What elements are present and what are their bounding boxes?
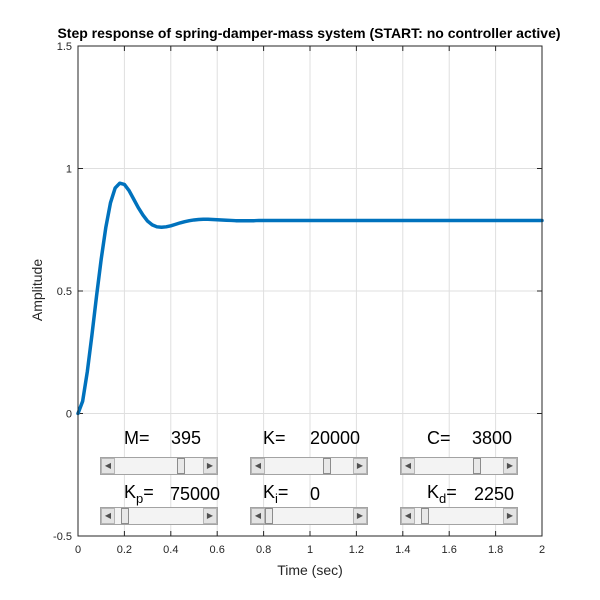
- damper-slider[interactable]: ◀ ▶: [400, 457, 518, 475]
- spring-slider-track[interactable]: [265, 458, 353, 474]
- x-tick-label: 0.6: [210, 544, 225, 556]
- damper-value: 3800: [472, 428, 513, 448]
- y-tick-label: 1.5: [57, 41, 72, 53]
- kp-slider-thumb[interactable]: [120, 508, 129, 524]
- mass-slider-track[interactable]: [115, 458, 203, 474]
- kd-slider-track[interactable]: [415, 508, 503, 524]
- y-tick-label: 0.5: [57, 286, 72, 298]
- ki-slider-left-arrow-icon[interactable]: ◀: [251, 508, 265, 524]
- mass-slider-right-arrow-icon[interactable]: ▶: [203, 458, 217, 474]
- x-tick-label: 0: [75, 544, 81, 556]
- kp-slider-left-arrow-icon[interactable]: ◀: [101, 508, 115, 524]
- kd-slider-right-arrow-icon[interactable]: ▶: [503, 508, 517, 524]
- ki-slider[interactable]: ◀ ▶: [250, 507, 368, 525]
- x-axis-label: Time (sec): [277, 562, 343, 578]
- kd-label: Kd=: [427, 482, 457, 506]
- x-tick-label: 1.8: [488, 544, 503, 556]
- damper-slider-left-arrow-icon[interactable]: ◀: [401, 458, 415, 474]
- damper-slider-right-arrow-icon[interactable]: ▶: [503, 458, 517, 474]
- y-tick-label: -0.5: [53, 531, 72, 543]
- kd-slider-thumb[interactable]: [420, 508, 429, 524]
- damper-slider-track[interactable]: [415, 458, 503, 474]
- spring-slider-left-arrow-icon[interactable]: ◀: [251, 458, 265, 474]
- mass-label: M=: [124, 428, 150, 448]
- series-line-step-response: [76, 181, 544, 416]
- mass-value: 395: [171, 428, 202, 448]
- x-tick-label: 1.2: [349, 544, 364, 556]
- y-axis-ticks: -0.5 0 0.5 1 1.5: [53, 41, 542, 543]
- x-tick-label: 1.6: [442, 544, 457, 556]
- mass-slider-thumb[interactable]: [177, 458, 186, 474]
- spring-slider-thumb[interactable]: [322, 458, 331, 474]
- ki-slider-thumb[interactable]: [265, 508, 273, 524]
- kp-slider-track[interactable]: [115, 508, 203, 524]
- spring-label: K=: [263, 428, 286, 448]
- spring-value: 20000: [310, 428, 361, 448]
- y-axis-label: Amplitude: [29, 259, 45, 321]
- mass-slider-left-arrow-icon[interactable]: ◀: [101, 458, 115, 474]
- chart-title: Step response of spring-damper-mass syst…: [57, 25, 560, 41]
- x-tick-label: 0.8: [256, 544, 271, 556]
- damper-label: C=: [427, 428, 451, 448]
- x-axis-ticks: 0 0.2 0.4 0.6 0.8 1 1.2 1.4 1.6 1.8 2: [75, 46, 545, 556]
- kd-slider[interactable]: ◀ ▶: [400, 507, 518, 525]
- kp-value: 75000: [170, 484, 221, 504]
- ki-slider-track[interactable]: [265, 508, 353, 524]
- mass-slider[interactable]: ◀ ▶: [100, 457, 218, 475]
- kp-slider-right-arrow-icon[interactable]: ▶: [203, 508, 217, 524]
- spring-slider-right-arrow-icon[interactable]: ▶: [353, 458, 367, 474]
- x-tick-label: 1.4: [395, 544, 410, 556]
- spring-slider[interactable]: ◀ ▶: [250, 457, 368, 475]
- ki-label: Ki=: [263, 482, 289, 506]
- kp-label: Kp=: [124, 482, 154, 506]
- x-tick-label: 0.2: [117, 544, 132, 556]
- kp-slider[interactable]: ◀ ▶: [100, 507, 218, 525]
- x-tick-label: 1: [307, 544, 313, 556]
- axes-box: [77, 45, 543, 537]
- damper-slider-thumb[interactable]: [472, 458, 481, 474]
- x-tick-label: 2: [539, 544, 545, 556]
- ki-value: 0: [310, 484, 321, 504]
- x-tick-label: 0.4: [163, 544, 178, 556]
- kd-slider-left-arrow-icon[interactable]: ◀: [401, 508, 415, 524]
- kd-value: 2250: [474, 484, 515, 504]
- y-tick-label: 1: [66, 164, 72, 176]
- ki-slider-right-arrow-icon[interactable]: ▶: [353, 508, 367, 524]
- y-tick-label: 0: [66, 409, 72, 421]
